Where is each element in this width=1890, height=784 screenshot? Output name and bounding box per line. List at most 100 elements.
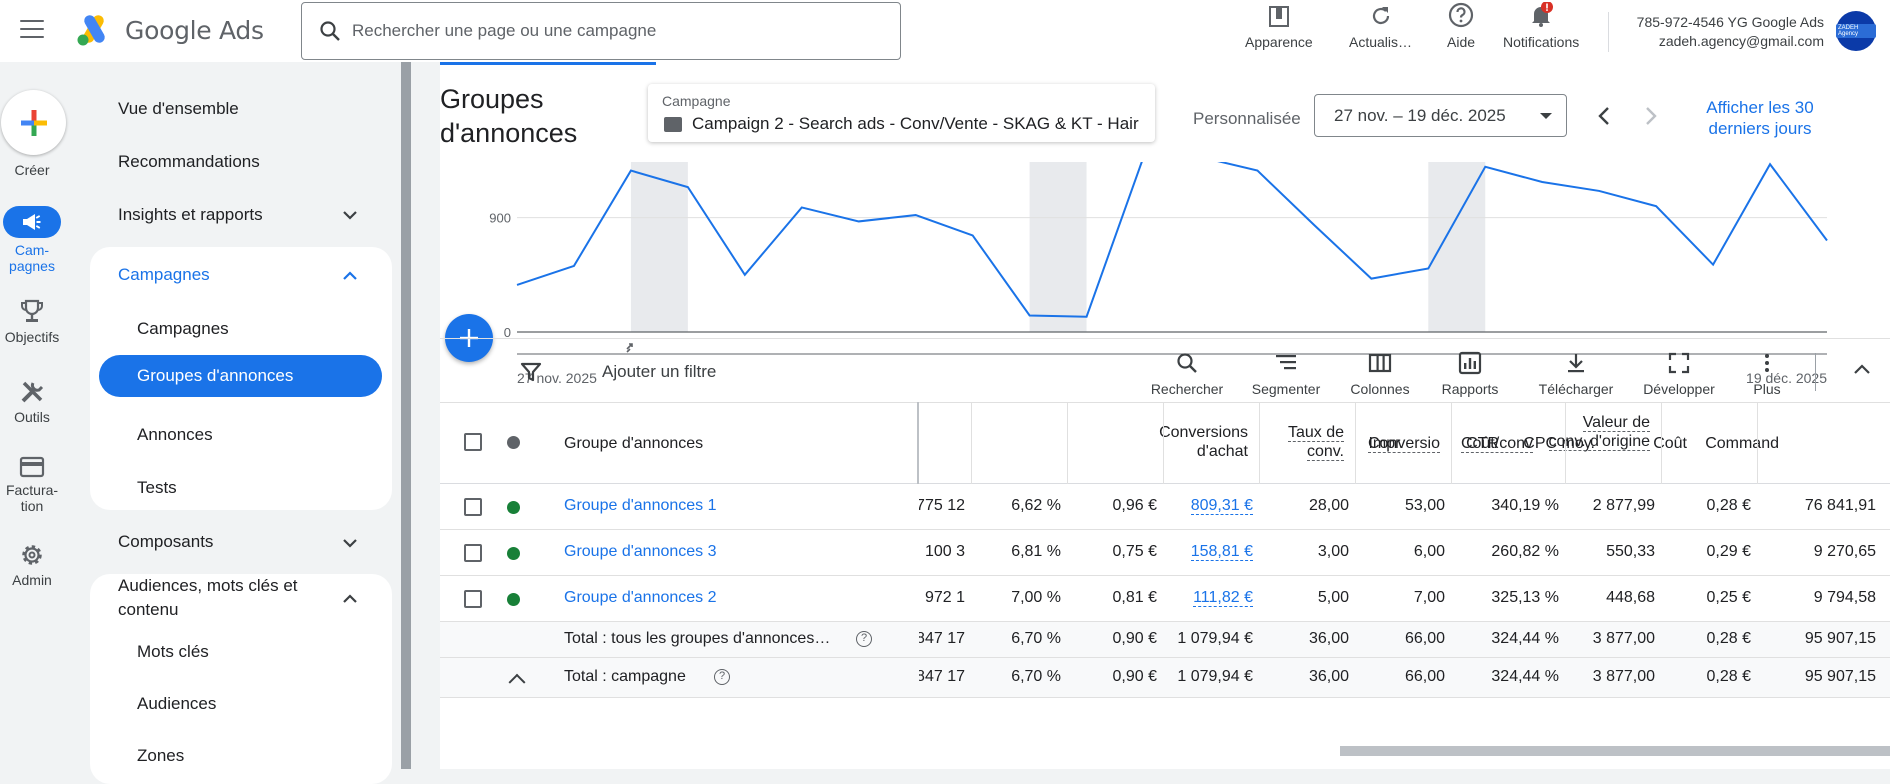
row-checkbox[interactable] [464, 498, 482, 516]
rail-campaigns-label: Cam- pagnes [9, 242, 55, 274]
tool-download[interactable]: Télécharger [1534, 351, 1618, 397]
help-button[interactable]: Aide [1447, 0, 1475, 62]
tool-expand[interactable]: Développer [1637, 351, 1721, 397]
date-range-selector[interactable]: 27 nov. – 19 déc. 2025 [1314, 94, 1567, 137]
status-header-icon[interactable] [507, 436, 520, 449]
col-orig-value[interactable]: Valeur de conv. d'origine [1544, 413, 1650, 451]
status-enabled-icon[interactable] [507, 593, 520, 606]
nav-scrollbar[interactable] [401, 62, 411, 769]
chevron-down-icon[interactable] [342, 210, 358, 220]
help-icon[interactable]: ? [714, 669, 730, 685]
col-ad-group[interactable]: Groupe d'annonces [564, 435, 704, 452]
select-all-checkbox[interactable] [464, 433, 482, 451]
rail-campaigns[interactable]: Cam- pagnes [0, 206, 64, 274]
col-orders[interactable]: Command [1705, 435, 1779, 452]
col-cpc[interactable]: CPC moy. [1523, 435, 1595, 452]
nav-audiences[interactable]: Audiences [137, 694, 217, 713]
table-row[interactable]: Groupe d'annonces 3 3 100 6,81 % 0,75 € 158,… [440, 530, 1890, 576]
cell-conv-rate-container: 324,44 % [1491, 630, 1559, 648]
chevron-up-icon[interactable] [342, 271, 358, 281]
row-checkbox[interactable] [464, 544, 482, 562]
col-cost-conv[interactable]: Coût/conv [1448, 434, 1533, 453]
nav-ad-groups[interactable]: Groupes d'annonces [99, 355, 382, 397]
cell-cost-container: 809,31 € [1190, 497, 1253, 515]
status-enabled-icon[interactable] [507, 501, 520, 514]
nav-insights[interactable]: Insights et rapports [118, 205, 368, 225]
rail-objectives[interactable]: Objectifs [0, 299, 64, 345]
tool-more[interactable]: Plus [1745, 351, 1789, 397]
cell-cpc-container: 0,90 € [1113, 630, 1157, 648]
cell-cost[interactable]: 809,31 € [1190, 497, 1253, 515]
filter-icon[interactable] [520, 361, 542, 383]
cell-cost-conv-container: 0,25 € [1707, 589, 1751, 607]
col-conv-purchase[interactable]: Conversions d'achat [1159, 424, 1248, 460]
rail-billing[interactable]: Factura- tion [0, 456, 64, 514]
add-filter[interactable]: Ajouter un filtre [602, 362, 717, 381]
weekend-band [1029, 162, 1087, 332]
notifications-button[interactable]: Notifications [1503, 0, 1579, 62]
nav-recommendations[interactable]: Recommandations [118, 152, 260, 171]
row-checkbox[interactable] [464, 590, 482, 608]
refresh-button[interactable]: Actualis… [1349, 0, 1412, 62]
google-ads-logo[interactable]: Google Ads [75, 13, 264, 47]
cell-conv-purchase: 7,00 [1413, 589, 1445, 606]
search-input[interactable]: Rechercher une page ou une campagne [301, 2, 901, 60]
ad-group-name-link[interactable]: Groupe d'annonces 3 [564, 543, 717, 560]
cell-impr-container: 1 972 [925, 589, 965, 607]
cell-cost[interactable]: 158,81 € [1190, 543, 1253, 561]
chevron-down-icon[interactable] [342, 538, 358, 548]
menu-icon[interactable] [20, 20, 44, 40]
chevron-up-icon[interactable] [342, 594, 358, 604]
weekend-band [1428, 162, 1486, 332]
ad-group-name-link[interactable]: Groupe d'annonces 1 [564, 497, 717, 514]
cell-cost[interactable]: 111,82 € [1193, 589, 1253, 607]
account-info[interactable]: 785-972-4546 YG Google Ads zadeh.agency@… [1637, 13, 1824, 51]
ad-group-name-link[interactable]: Groupe d'annonces 2 [564, 589, 717, 606]
nav-tests[interactable]: Tests [137, 478, 177, 497]
cell-orders: 36,00 [1308, 630, 1349, 647]
campaigns-section: Campagnes Campagnes Groupes d'annonces A… [90, 247, 392, 510]
avatar[interactable]: ZADEH Agency [1836, 11, 1876, 51]
campaign-selector[interactable]: Campagne Campaign 2 - Search ads - Conv/… [648, 84, 1155, 142]
nav-keywords[interactable]: Mots clés [137, 642, 209, 661]
show-last-30-days-link[interactable]: Afficher les 30 derniers jours [1706, 98, 1814, 138]
cell-orders: 5,00 [1317, 589, 1349, 606]
tool-segment[interactable]: Segmenter [1246, 351, 1326, 397]
nav-zones[interactable]: Zones [137, 746, 185, 765]
col-ctr[interactable]: CTR [1466, 435, 1499, 452]
chevron-right-icon[interactable] [1640, 105, 1660, 127]
nav-audiences-group[interactable]: Audiences, mots clés et contenu [118, 576, 298, 619]
cell-conv-rate-container: 260,82 % [1491, 543, 1559, 561]
cell-cost-conv: 0,25 € [1706, 589, 1751, 606]
col-conv-rate[interactable]: Taux de conv. [1262, 423, 1344, 461]
col-impr[interactable]: Impr. [1368, 435, 1404, 452]
col-conversions[interactable]: Conversio [1352, 434, 1440, 453]
table-row[interactable]: Groupe d'annonces 2 1 972 7,00 % 0,81 € 111,… [440, 576, 1890, 622]
help-icon[interactable]: ? [856, 631, 872, 647]
horizontal-scrollbar[interactable] [1340, 746, 1890, 756]
chevron-up-icon[interactable] [508, 673, 526, 691]
collapse-chart-icon[interactable] [1853, 363, 1871, 375]
appearance-button[interactable]: Apparence [1245, 0, 1313, 62]
cell-cost-container: 111,82 € [1193, 589, 1253, 607]
top-bar: Google Ads Rechercher une page ou une ca… [0, 0, 1890, 62]
nav-overview[interactable]: Vue d'ensemble [118, 99, 239, 118]
chevron-left-icon[interactable] [1595, 105, 1615, 127]
nav-ads[interactable]: Annonces [137, 425, 213, 444]
cell-impr-container: 12 775 [919, 497, 965, 515]
nav-campaigns[interactable]: Campagnes [137, 319, 229, 338]
col-cost-conv-label: Coût/conv [1460, 435, 1533, 453]
rail-tools[interactable]: Outils [0, 379, 64, 425]
rail-admin[interactable]: Admin [0, 542, 64, 588]
cell-orders-container: 5,00 [1318, 589, 1349, 607]
tool-search[interactable]: Rechercher [1144, 351, 1230, 397]
weekend-bands [630, 162, 1486, 332]
status-enabled-icon[interactable] [507, 547, 520, 560]
tool-columns[interactable]: Colonnes [1344, 351, 1416, 397]
nav-components[interactable]: Composants [118, 532, 214, 551]
cell-ctr-container: 6,62 % [1011, 497, 1061, 515]
nav-campaigns-group[interactable]: Campagnes [118, 265, 210, 284]
tool-reports[interactable]: Rapports [1434, 351, 1506, 397]
table-row[interactable]: Groupe d'annonces 1 12 775 6,62 % 0,96 € 809… [440, 484, 1890, 530]
create-button[interactable] [1, 90, 66, 155]
